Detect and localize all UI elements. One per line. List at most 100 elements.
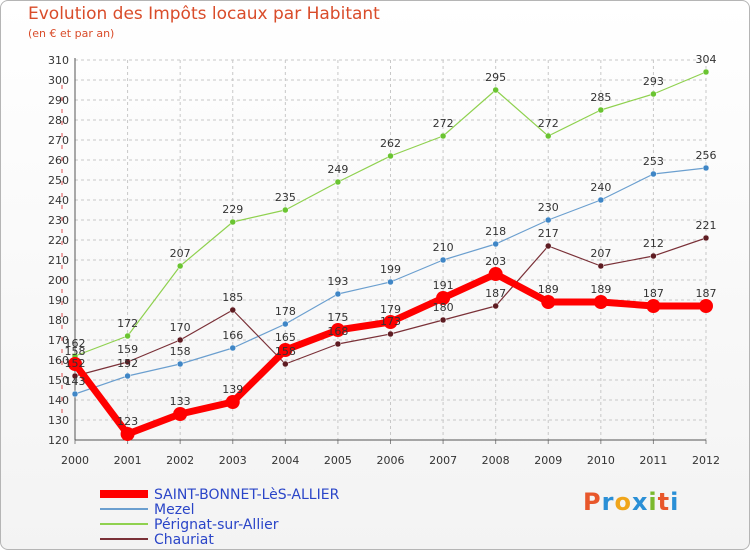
- data-label: 158: [170, 345, 191, 358]
- data-label: 152: [117, 357, 138, 370]
- data-label: 189: [538, 283, 559, 296]
- data-point: [229, 218, 236, 226]
- x-tick-label: 2010: [587, 454, 615, 467]
- data-label: 207: [170, 247, 191, 260]
- data-label: 199: [380, 263, 401, 276]
- data-label: 139: [222, 383, 243, 396]
- data-point: [436, 291, 451, 305]
- data-point: [68, 357, 82, 371]
- x-tick-label: 2002: [166, 454, 194, 467]
- y-tick-label: 160: [48, 354, 69, 367]
- y-tick-label: 120: [48, 434, 69, 447]
- chart-subtitle: (en € et par an): [28, 27, 115, 40]
- data-label: 193: [327, 275, 348, 288]
- data-label: 230: [538, 201, 559, 214]
- logo-letter: r: [601, 488, 615, 516]
- data-label: 218: [485, 225, 506, 238]
- data-label: 235: [275, 191, 296, 204]
- data-label: 185: [222, 291, 243, 304]
- data-point: [282, 320, 289, 328]
- data-point: [439, 256, 447, 264]
- x-tick-label: 2004: [271, 454, 299, 467]
- data-label: 285: [590, 91, 611, 104]
- logo-letter: o: [614, 488, 632, 516]
- logo-letter: i: [670, 488, 680, 516]
- data-point: [282, 360, 289, 368]
- data-point: [545, 216, 552, 224]
- data-label: 217: [538, 227, 559, 240]
- data-label: 173: [380, 315, 401, 328]
- data-point: [439, 132, 447, 140]
- data-point: [650, 90, 657, 98]
- x-tick-label: 2009: [534, 454, 562, 467]
- logo-letter: i: [648, 488, 658, 516]
- data-label: 256: [696, 149, 717, 162]
- data-point: [387, 330, 394, 338]
- x-tick-label: 2003: [219, 454, 247, 467]
- data-point: [593, 295, 608, 309]
- data-point: [278, 343, 293, 357]
- data-label: 152: [65, 357, 86, 370]
- logo-letter: t: [657, 488, 671, 516]
- data-point: [173, 407, 188, 421]
- data-point: [124, 332, 131, 340]
- data-label: 189: [590, 283, 611, 296]
- data-label: 253: [643, 155, 664, 168]
- x-tick-label: 2005: [324, 454, 352, 467]
- data-point: [597, 262, 605, 270]
- data-label: 272: [433, 117, 454, 130]
- data-label: 175: [327, 311, 348, 324]
- x-tick-label: 2012: [692, 454, 720, 467]
- y-tick-label: 240: [48, 194, 69, 207]
- x-tick-label: 2001: [114, 454, 142, 467]
- data-label: 166: [222, 329, 243, 342]
- x-tick-label: 2011: [639, 454, 667, 467]
- legend-label: Chauriat: [154, 532, 214, 548]
- data-label: 229: [222, 203, 243, 216]
- data-label: 179: [380, 303, 401, 316]
- data-label: 207: [590, 247, 611, 260]
- data-label: 162: [65, 337, 86, 350]
- data-point: [176, 336, 184, 344]
- data-point: [229, 306, 236, 314]
- x-tick-label: 2007: [429, 454, 457, 467]
- data-label: 168: [327, 325, 348, 338]
- data-label: 158: [65, 345, 86, 358]
- data-point: [176, 262, 184, 270]
- data-label: 170: [170, 321, 191, 334]
- y-tick-label: 180: [48, 314, 69, 327]
- data-point: [492, 240, 499, 248]
- y-tick-label: 150: [48, 374, 69, 387]
- legend: SAINT-BONNET-LèS-ALLIERMezelPérignat-sur…: [100, 487, 340, 548]
- data-point: [545, 132, 552, 140]
- data-point: [597, 196, 605, 204]
- data-point: [71, 372, 79, 380]
- data-label: 295: [485, 71, 506, 84]
- y-tick-label: 230: [48, 214, 69, 227]
- data-point: [387, 152, 394, 160]
- legend-label: Mezel: [154, 502, 195, 518]
- y-tick-label: 210: [48, 254, 69, 267]
- data-point: [492, 86, 499, 94]
- data-point: [387, 278, 394, 286]
- data-point: [282, 206, 289, 214]
- data-label: 187: [485, 287, 506, 300]
- data-point: [124, 372, 131, 380]
- series-lines: [68, 68, 713, 441]
- y-tick-label: 220: [48, 234, 69, 247]
- data-point: [650, 252, 657, 260]
- proxiti-logo: Proxiti: [583, 488, 679, 516]
- data-point: [229, 344, 236, 352]
- y-tick-label: 140: [48, 394, 69, 407]
- data-label: 187: [696, 287, 717, 300]
- data-point: [383, 315, 398, 329]
- data-label: 172: [117, 317, 138, 330]
- logo-letter: x: [631, 488, 649, 516]
- y-tick-label: 300: [48, 74, 69, 87]
- data-point: [597, 106, 605, 114]
- x-tick-label: 2008: [482, 454, 510, 467]
- data-label: 212: [643, 237, 664, 250]
- data-point: [702, 234, 710, 242]
- data-label: 123: [117, 415, 138, 428]
